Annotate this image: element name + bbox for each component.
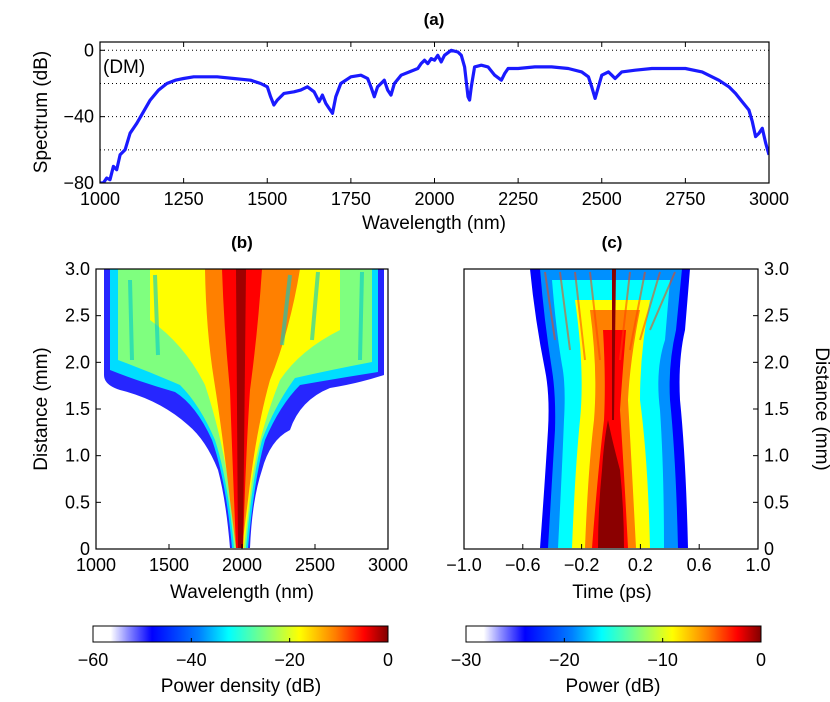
panel-b-x-ticks: 1000 1500 2000 2500 3000 [76,544,408,575]
panel-c: (c) −1.0 −0.6 −0.2 0.2 0.6 1.0 0 0.5 1.0 1.5 2.0 2… [446,233,830,603]
panel-a-frame [99,41,770,184]
colorbar-tick-label: −60 [78,650,109,670]
panel-a-xtick-label: 3000 [749,189,789,209]
panel-b-xtick-label: 2500 [295,555,335,575]
panel-a: (a) 1000 1250 1500 1750 2000 2250 2500 2750 3000… [31,10,789,234]
panel-c-ytick-label: 2.5 [764,306,789,326]
panel-c-ytick-label: 0.5 [764,492,789,512]
colorbar-b-ticks: −60 −40 −20 0 [78,638,393,670]
colorbar-tick-label: −30 [451,650,482,670]
spectral-fringes [128,271,364,361]
colorbar-c-gradient [465,625,762,643]
colorbar-c-label: Power (dB) [565,676,660,697]
panel-c-x-axis-label: Time (ps) [572,582,652,603]
panel-c-ytick-label: 1.5 [764,399,789,419]
colorbar-tick-label: −20 [549,650,580,670]
panel-c-xtick-label: −0.2 [564,555,600,575]
panel-c-ytick-label: 3.0 [764,259,789,279]
colorbar-tick-label: 0 [756,650,766,670]
panel-c-xtick-label: −0.6 [505,555,541,575]
colorbar-tick-label: −40 [176,650,207,670]
colorbar-tick-label: 0 [383,650,393,670]
panel-a-xtick-label: 2500 [582,189,622,209]
panel-b-heatmap [96,269,388,549]
temporal-fringes [544,271,676,361]
panel-b-ytick-label: 1.0 [65,446,90,466]
temporal-peak-darkred [598,420,624,548]
panel-c-xtick-label: 0.6 [687,555,712,575]
panel-c-heatmap [464,269,758,549]
panel-a-x-ticks: 1000 1250 1500 1750 2000 2250 2500 2750 3000 [80,42,789,209]
panel-c-xtick-label: −1.0 [446,555,482,575]
panel-a-x-axis-label: Wavelength (nm) [362,213,506,234]
panel-b-xtick-label: 1000 [76,555,116,575]
spectral-core-darkred [236,269,246,548]
panel-b-xtick-label: 3000 [368,555,408,575]
panel-c-ytick-label: 2.0 [764,352,789,372]
panel-c-title: (c) [602,233,623,252]
panel-a-y-axis-label: Spectrum (dB) [31,51,52,173]
panel-b-xtick-label: 1500 [149,555,189,575]
panel-c-y-ticks: 0 0.5 1.0 1.5 2.0 2.5 3.0 [753,259,789,559]
colorbar-c-ticks: −30 −20 −10 0 [451,638,766,670]
panel-b-ytick-label: 1.5 [65,399,90,419]
panel-a-y-ticks: 0 −40 −80 [63,40,105,193]
dm-annotation: (DM) [103,57,145,78]
colorbar-b-gradient [92,625,389,643]
colorbar-c: −30 −20 −10 0 Power (dB) [451,625,766,697]
panel-c-xtick-label: 0.2 [628,555,653,575]
panel-a-ytick-label: −40 [63,107,94,127]
panel-c-x-ticks: −1.0 −0.6 −0.2 0.2 0.6 1.0 [446,544,771,575]
panel-a-xtick-label: 2000 [414,189,454,209]
panel-b-ytick-label: 0.5 [65,492,90,512]
colorbar-b-label: Power density (dB) [161,676,322,697]
colorbar-b: −60 −40 −20 0 Power density (dB) [78,625,393,697]
panel-c-y-axis-label: Distance (mm) [811,347,830,471]
panel-b-x-axis-label: Wavelength (nm) [170,582,314,603]
panel-c-ytick-label: 0 [764,539,774,559]
panel-b-title: (b) [231,233,253,252]
panel-a-xtick-label: 1250 [164,189,204,209]
panel-b-ytick-label: 2.5 [65,306,90,326]
soliton-trajectory [612,269,616,420]
colorbar-tick-label: −20 [274,650,305,670]
panel-b-ytick-label: 2.0 [65,352,90,372]
panel-a-ytick-label: −80 [63,173,94,193]
panel-a-gridlines [100,49,769,151]
panel-b: (b) 1000 1500 2000 2500 3000 0 0.5 1.0 1.5 2.0 2.… [31,233,408,603]
panel-c-xtick-label: 1.0 [745,555,770,575]
panel-a-xtick-label: 2250 [498,189,538,209]
spectrum-line [100,48,769,183]
panel-b-y-axis-label: Distance (mm) [31,347,52,471]
panel-c-ytick-label: 1.0 [764,446,789,466]
panel-a-xtick-label: 2750 [665,189,705,209]
panel-b-y-ticks: 0 0.5 1.0 1.5 2.0 2.5 3.0 [65,259,101,559]
panel-a-xtick-label: 1500 [247,189,287,209]
panel-b-ytick-label: 0 [80,539,90,559]
panel-a-xtick-label: 1000 [80,189,120,209]
panel-b-xtick-label: 2000 [222,555,262,575]
panel-a-xtick-label: 1750 [331,189,371,209]
colorbar-tick-label: −10 [647,650,678,670]
panel-a-title: (a) [424,10,445,29]
panel-a-ytick-label: 0 [84,40,94,60]
panel-b-ytick-label: 3.0 [65,259,90,279]
